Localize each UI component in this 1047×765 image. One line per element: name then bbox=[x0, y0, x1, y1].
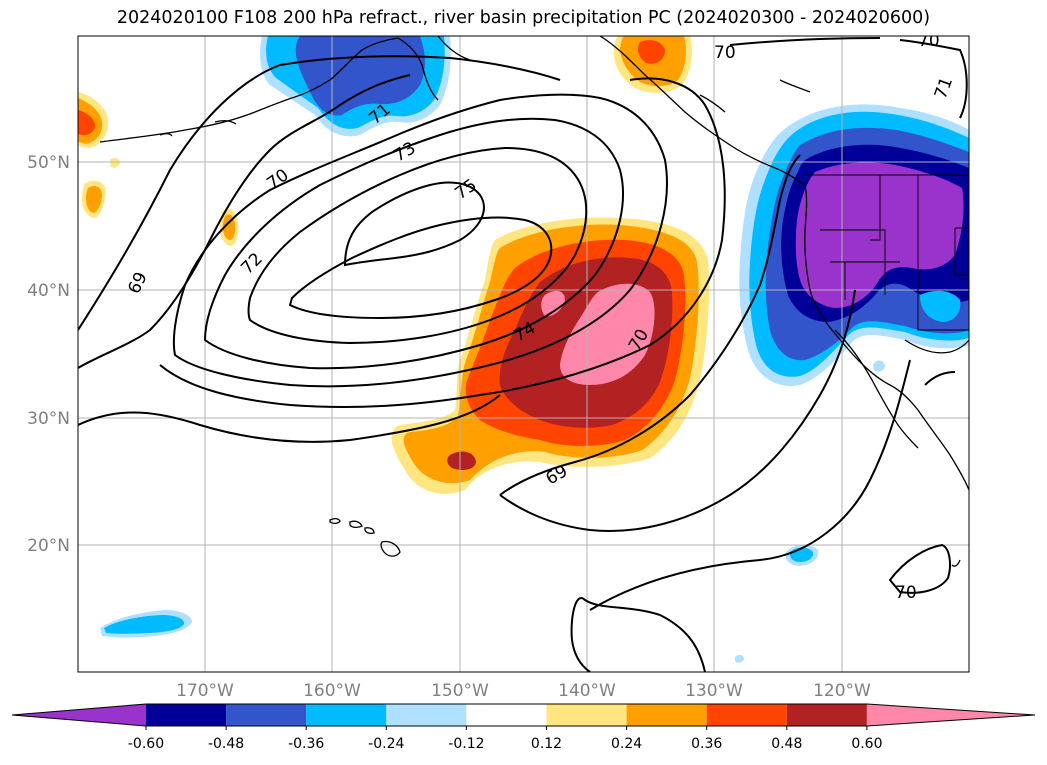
lat-label: 50°N bbox=[27, 153, 70, 173]
borders bbox=[805, 174, 969, 331]
latitude-labels: 50°N 40°N 30°N 20°N bbox=[27, 153, 70, 556]
contour-69-south-inner bbox=[499, 289, 856, 532]
longitude-labels: 170°W 160°W 150°W 140°W 130°W 120°W bbox=[176, 681, 871, 701]
colorbar-segment bbox=[386, 704, 467, 726]
refractivity-contours bbox=[78, 37, 968, 672]
contour-69-outer bbox=[78, 55, 561, 331]
colorbar-segment bbox=[466, 704, 547, 726]
colorbar: -0.60 -0.48 -0.36 -0.24 -0.12 0.12 0.24 0.36 0.4… bbox=[11, 703, 1036, 752]
lon-label: 170°W bbox=[176, 681, 234, 701]
colorbar-tick-label: -0.24 bbox=[368, 736, 404, 752]
contour-71 bbox=[172, 93, 668, 388]
negative-anomaly-small-areas bbox=[100, 360, 885, 663]
lat-label: 40°N bbox=[27, 281, 70, 301]
colorbar-extend-low bbox=[12, 704, 146, 726]
colorbar-tick-label: -0.48 bbox=[208, 736, 244, 752]
colorbar-tick-label: -0.36 bbox=[288, 736, 324, 752]
colorbar-segment bbox=[306, 704, 387, 726]
contour-75 bbox=[343, 181, 485, 267]
contour-70-top-right bbox=[729, 37, 881, 46]
contour-70-east-edge bbox=[924, 371, 956, 386]
positive-anomaly-far-west bbox=[78, 92, 239, 246]
contour-72 bbox=[203, 117, 624, 370]
contour-label: 70 bbox=[895, 583, 917, 603]
colorbar-tick-label: 0.60 bbox=[851, 736, 882, 752]
colorbar-segment bbox=[626, 704, 707, 726]
contour-label: 70 bbox=[714, 43, 736, 63]
coastlines bbox=[99, 36, 969, 567]
colorbar-segment bbox=[146, 704, 227, 726]
lat-label: 30°N bbox=[27, 409, 70, 429]
contour-70-east bbox=[888, 543, 951, 594]
colorbar-tick-label: -0.60 bbox=[128, 736, 164, 752]
contour-69 bbox=[78, 394, 501, 443]
contour-69-south bbox=[499, 154, 801, 496]
colorbar-tick-label: 0.36 bbox=[691, 736, 722, 752]
colorbar-tick-label: 0.24 bbox=[611, 736, 642, 752]
colorbar-segment bbox=[546, 704, 627, 726]
colorbar-segment bbox=[706, 704, 787, 726]
lon-label: 150°W bbox=[431, 681, 489, 701]
positive-anomaly-central bbox=[391, 217, 710, 494]
lon-label: 160°W bbox=[303, 681, 361, 701]
contour-label: 70 bbox=[918, 31, 940, 51]
contour-73 bbox=[247, 146, 588, 345]
contour-70-south-b bbox=[589, 359, 911, 611]
colorbar-tick-label: -0.12 bbox=[448, 736, 484, 752]
lon-label: 120°W bbox=[813, 681, 871, 701]
contour-70-west bbox=[78, 74, 411, 369]
colorbar-extend-high bbox=[866, 704, 1035, 726]
colorbar-tick-label: 0.48 bbox=[771, 736, 802, 752]
contour-71-east bbox=[899, 39, 968, 119]
contour-74 bbox=[288, 216, 553, 320]
lon-label: 130°W bbox=[685, 681, 743, 701]
chart-title: 2024020100 F108 200 hPa refract., river … bbox=[116, 8, 931, 28]
contour-70 bbox=[159, 77, 726, 408]
colorbar-tick-label: 0.12 bbox=[531, 736, 562, 752]
lon-label: 140°W bbox=[558, 681, 616, 701]
map-border bbox=[77, 35, 970, 673]
colorbar-segment bbox=[226, 704, 307, 726]
colorbar-segment bbox=[786, 704, 867, 726]
lat-label: 20°N bbox=[27, 536, 70, 556]
contour-70-south bbox=[570, 597, 706, 672]
